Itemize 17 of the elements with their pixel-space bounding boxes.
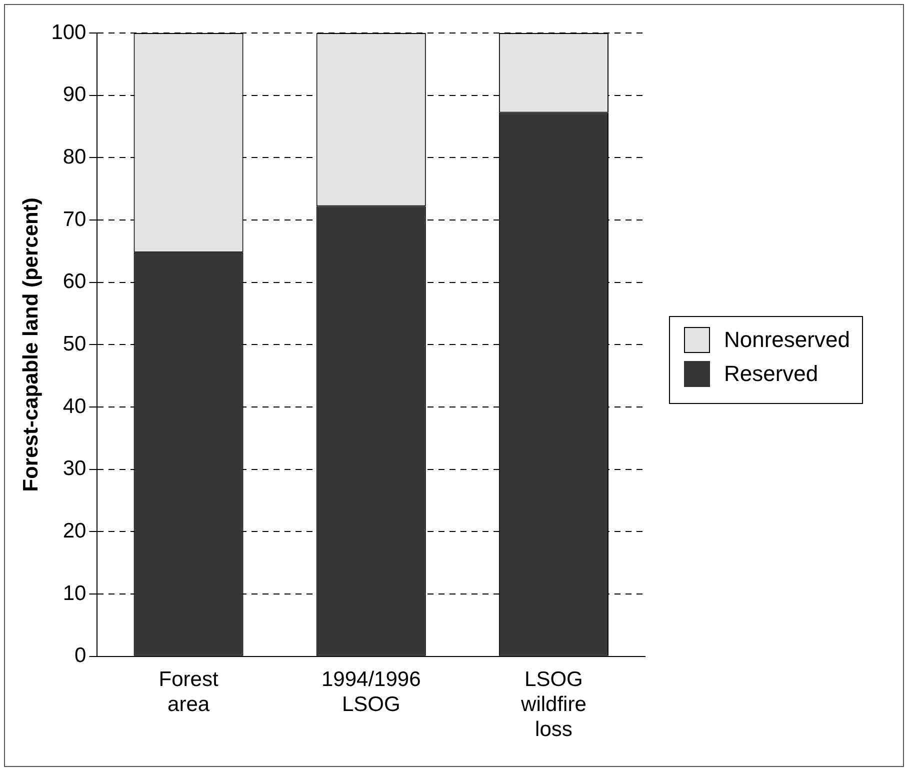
y-tick-label: 50 bbox=[62, 332, 86, 356]
y-tick-label: 10 bbox=[62, 582, 86, 605]
legend-label: Nonreserved bbox=[724, 327, 850, 353]
y-tick-label: 70 bbox=[62, 208, 86, 231]
y-tick-label: 90 bbox=[62, 83, 86, 106]
y-tick-label: 100 bbox=[51, 20, 86, 44]
x-tick-label: LSOG wildfire loss bbox=[520, 668, 586, 742]
y-tick-label: 0 bbox=[74, 644, 86, 668]
y-tick-label: 40 bbox=[62, 394, 86, 418]
y-tick-label: 30 bbox=[62, 457, 86, 480]
y-tick-label: 20 bbox=[62, 520, 86, 543]
y-tick-label: 80 bbox=[62, 145, 86, 168]
y-tick-label: 60 bbox=[62, 270, 86, 294]
x-tick-label: Forest area bbox=[158, 668, 218, 716]
x-tick-label: 1994/1996 LSOG bbox=[321, 668, 421, 716]
y-axis-title: Forest-capable land (percent) bbox=[19, 198, 42, 492]
legend-label: Reserved bbox=[724, 361, 818, 387]
